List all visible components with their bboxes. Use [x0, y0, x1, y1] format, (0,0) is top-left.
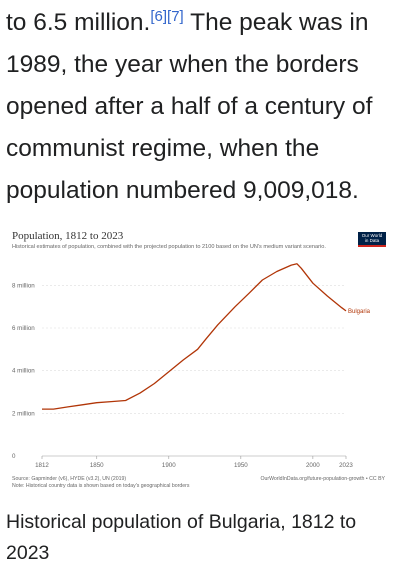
figure-caption: Historical population of Bulgaria, 1812 … [6, 511, 357, 564]
our-world-in-data-logo[interactable]: Our World in Data [358, 232, 386, 247]
source-text: Source: Gapminder (v6), HYDE (v3.2), UN … [12, 476, 127, 482]
y-tick-label: 8 million [12, 282, 35, 289]
series-label: Bulgaria [348, 309, 371, 315]
x-tick-label: 1850 [90, 462, 104, 469]
series-line-bulgaria[interactable] [42, 263, 347, 410]
y-tick-label: 4 million [12, 368, 35, 375]
chart-grid [42, 285, 346, 457]
x-tick-label: 2000 [306, 462, 320, 469]
article-text-start: to 6.5 million. [6, 9, 151, 36]
logo-line-1: Our World [361, 233, 383, 238]
chart-source-link[interactable]: OurWorldInData.org/future-population-gro… [260, 476, 385, 482]
x-tick-label: 2023 [339, 462, 353, 469]
logo-line-2: in Data [364, 238, 380, 243]
chart-subtitle: Historical estimates of population, comb… [12, 244, 326, 250]
chart-source: Source: Gapminder (v6), HYDE (v3.2), UN … [12, 476, 242, 489]
chart-lines: Bulgaria [42, 263, 371, 410]
x-tick-label: 1900 [162, 462, 176, 469]
y-tick-label: 2 million [12, 410, 35, 417]
reference-link-6[interactable]: [6] [150, 7, 168, 25]
y-tick-label: 6 million [12, 325, 35, 332]
note-text: Note: Historical country data is shown b… [12, 482, 190, 489]
reference-link-7[interactable]: [7] [167, 7, 184, 25]
chart-title: Population, 1812 to 2023 [12, 230, 124, 242]
population-chart: 0 2 million 4 million 6 million 8 million 18… [12, 263, 371, 469]
x-axis-ticks: 1812 1850 1900 1950 2000 2023 [35, 456, 353, 469]
y-tick-label: 0 [12, 453, 16, 460]
article-text-rest: The peak was in 1989, the year when the … [6, 9, 373, 204]
population-chart-figure[interactable]: 0 2 million 4 million 6 million 8 million 18… [6, 224, 389, 492]
x-tick-label: 1812 [35, 462, 49, 469]
article-paragraph: to 6.5 million.[6][7] The peak was in 19… [6, 2, 401, 212]
y-axis-ticks: 0 2 million 4 million 6 million 8 million [12, 282, 35, 460]
x-tick-label: 1950 [234, 462, 248, 469]
